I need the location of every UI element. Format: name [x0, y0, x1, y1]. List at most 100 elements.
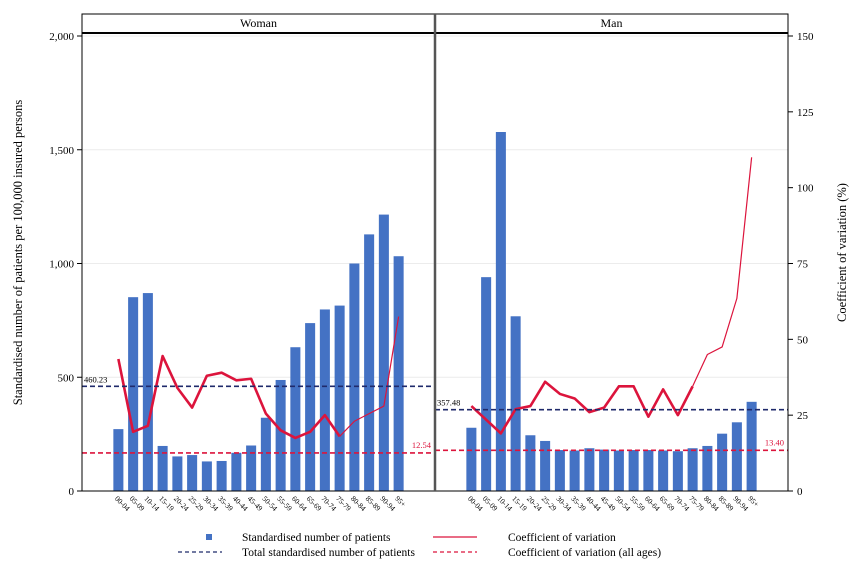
- cv-line-thin: [339, 316, 400, 437]
- bar: [201, 461, 212, 491]
- bar: [702, 445, 713, 491]
- bar: [525, 435, 536, 491]
- category-label: 65-69: [658, 494, 677, 513]
- bar: [495, 132, 506, 491]
- category-label: 75-79: [334, 494, 353, 513]
- category-label: 00-04: [113, 494, 132, 513]
- bar: [364, 234, 375, 491]
- bar: [157, 445, 168, 491]
- bar: [290, 347, 301, 491]
- category-label: 10-14: [495, 494, 514, 513]
- category-label: 70-74: [672, 494, 691, 513]
- y-tick-label: 0: [69, 486, 75, 498]
- cv-line: [117, 354, 341, 440]
- category-label: 40-44: [231, 494, 250, 513]
- category-label: 30-34: [554, 494, 573, 513]
- category-label: 60-64: [290, 494, 309, 513]
- bar: [672, 451, 683, 491]
- category-label: 15-19: [157, 494, 176, 513]
- y2-tick-label: 50: [797, 334, 809, 346]
- legend-item: Standardised number of patients: [206, 532, 391, 544]
- bar: [584, 448, 595, 491]
- bar: [187, 455, 198, 491]
- category-label: 90-94: [378, 494, 397, 513]
- y-tick-label: 1,000: [49, 259, 74, 271]
- bar: [510, 316, 521, 491]
- panel-title: Man: [601, 16, 623, 30]
- category-label: 10-14: [142, 494, 161, 513]
- category-label: 65-69: [305, 494, 324, 513]
- bar: [334, 305, 345, 491]
- bar: [319, 309, 330, 491]
- legend: Standardised number of patients Coefficie…: [178, 532, 661, 559]
- bar: [128, 297, 139, 491]
- category-label: 50-54: [260, 494, 279, 513]
- category-label: 05-09: [128, 494, 147, 513]
- category-label: 20-24: [172, 494, 191, 513]
- category-label: 70-74: [319, 494, 338, 513]
- bar: [731, 422, 742, 491]
- panel-header: [82, 14, 435, 33]
- y2-tick-label: 75: [797, 259, 809, 271]
- bar: [246, 445, 257, 491]
- bar: [628, 450, 639, 491]
- legend-item: Total standardised number of patients: [178, 547, 415, 559]
- bar: [142, 293, 153, 491]
- bar: [540, 440, 551, 491]
- total-label: 357.48: [437, 398, 460, 408]
- category-label: 75-79: [687, 494, 706, 513]
- legend-label: Coefficient of variation (all ages): [508, 547, 661, 559]
- category-label: 20-24: [525, 494, 544, 513]
- cv-line-thin: [692, 157, 753, 387]
- bar: [231, 452, 242, 491]
- y2-tick-label: 0: [797, 486, 803, 498]
- legend-item: Coefficient of variation (all ages): [433, 547, 661, 559]
- category-label: 85-89: [364, 494, 383, 513]
- cv-line: [470, 380, 694, 435]
- bar: [554, 450, 565, 491]
- y-axis-title: Standardised number of patients per 100,…: [11, 100, 25, 406]
- bar: [746, 401, 757, 491]
- category-label: 60-64: [643, 494, 662, 513]
- category-label: 90-94: [731, 494, 750, 513]
- bar: [260, 417, 271, 491]
- bar: [393, 256, 404, 491]
- cv-all-label: 12.54: [412, 440, 432, 450]
- bar: [466, 427, 477, 491]
- category-label: 80-84: [349, 494, 368, 513]
- category-label: 50-54: [613, 494, 632, 513]
- panel-woman: Woman 00-0405-0910-1415-1920-2425-2930-34…: [82, 14, 435, 513]
- bar: [305, 323, 316, 491]
- bar: [658, 450, 669, 491]
- y-tick-label: 500: [58, 372, 75, 384]
- bar: [172, 456, 183, 491]
- bar: [687, 448, 698, 491]
- y-tick-label: 2,000: [49, 31, 74, 43]
- bar: [275, 379, 286, 491]
- y2-tick-label: 125: [797, 107, 814, 119]
- category-label: 45-49: [246, 494, 265, 513]
- category-label: 25-29: [187, 494, 206, 513]
- category-label: 35-39: [216, 494, 235, 513]
- y-tick-label: 1,500: [49, 145, 74, 157]
- cv-all-label: 13.40: [765, 437, 784, 447]
- bar: [569, 450, 580, 491]
- bar: [378, 214, 389, 491]
- category-label: 00-04: [466, 494, 485, 513]
- category-label: 80-84: [702, 494, 721, 513]
- bar: [613, 450, 624, 491]
- category-label: 35-39: [569, 494, 588, 513]
- bar: [599, 449, 610, 491]
- legend-swatch: [206, 534, 212, 540]
- legend-label: Total standardised number of patients: [242, 547, 415, 559]
- panel-title: Woman: [240, 16, 277, 30]
- legend-label: Coefficient of variation: [508, 532, 616, 544]
- category-label: 30-34: [201, 494, 220, 513]
- bar: [113, 429, 124, 491]
- category-label: 55-59: [275, 494, 294, 513]
- bar: [481, 277, 492, 491]
- category-label: 40-44: [584, 494, 603, 513]
- bar: [216, 460, 227, 491]
